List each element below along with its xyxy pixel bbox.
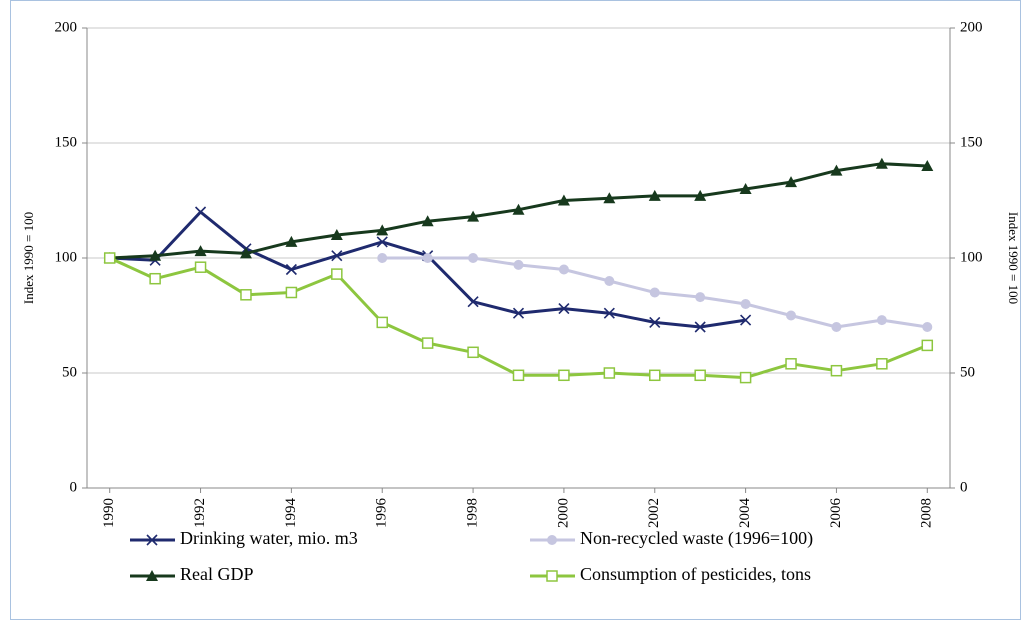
data-point <box>558 369 570 382</box>
data-point <box>285 235 298 247</box>
data-point <box>649 369 661 382</box>
data-point <box>376 224 389 236</box>
data-point <box>331 250 343 262</box>
data-point <box>376 236 388 248</box>
data-point <box>377 253 388 263</box>
y-tick-label: 0 <box>70 479 78 495</box>
data-point <box>830 364 843 377</box>
data-point <box>739 183 752 194</box>
data-point <box>604 276 615 286</box>
data-point <box>740 314 752 326</box>
data-point <box>785 358 797 370</box>
data-point <box>330 229 343 240</box>
y2-tick-label: 0 <box>960 479 968 495</box>
data-point <box>603 367 616 379</box>
frame <box>10 0 1021 620</box>
legend-marker <box>547 535 557 545</box>
data-point <box>194 206 207 218</box>
x-tick-label: 1994 <box>283 498 299 529</box>
data-point <box>467 210 480 222</box>
y-tick-label: 100 <box>55 249 78 265</box>
x-tick-label: 2008 <box>919 498 935 528</box>
data-point <box>831 322 842 332</box>
data-point <box>512 203 525 215</box>
data-point <box>331 268 343 280</box>
legend-marker <box>146 534 158 546</box>
data-point <box>922 322 933 332</box>
data-point <box>830 164 843 176</box>
x-tick-label: 2004 <box>737 498 753 529</box>
x-tick-label: 1992 <box>192 498 208 528</box>
data-point <box>467 296 479 308</box>
data-point <box>149 249 162 261</box>
x-tick-label: 2002 <box>646 498 662 528</box>
data-point <box>876 358 888 370</box>
data-point <box>512 307 525 319</box>
data-point <box>648 189 661 201</box>
data-point <box>786 310 797 321</box>
legend-label: Drinking water, mio. m3 <box>180 528 358 548</box>
data-point <box>421 337 434 349</box>
data-point <box>285 263 297 276</box>
data-point <box>512 369 525 382</box>
x-tick-label: 1998 <box>465 498 481 528</box>
data-point <box>558 264 569 275</box>
legend-label: Real GDP <box>180 564 254 584</box>
y2-tick-label: 200 <box>960 19 983 35</box>
data-point <box>694 369 706 382</box>
data-point <box>695 292 706 303</box>
data-point <box>740 299 751 309</box>
data-point <box>875 157 888 169</box>
y2-tick-label: 150 <box>960 134 983 150</box>
data-point <box>603 192 616 204</box>
data-point <box>240 289 252 301</box>
data-point <box>285 286 298 299</box>
data-point <box>649 316 661 328</box>
data-point <box>739 371 752 384</box>
data-point <box>513 259 524 270</box>
y2-tick-label: 100 <box>960 249 983 265</box>
data-point <box>468 253 479 263</box>
y-tick-label: 200 <box>55 19 78 35</box>
x-tick-label: 1990 <box>101 498 117 528</box>
data-point <box>467 346 479 359</box>
x-tick-label: 2006 <box>828 498 844 529</box>
y-axis-title: Index 1990 = 100 <box>21 212 36 304</box>
data-point <box>921 339 934 352</box>
y-tick-label: 50 <box>62 364 77 380</box>
data-point <box>785 176 798 188</box>
legend-label: Non-recycled waste (1996=100) <box>580 528 813 549</box>
y2-axis-title: Index 1990 = 100 <box>1006 212 1021 304</box>
legend-label: Consumption of pesticides, tons <box>580 564 811 584</box>
data-point <box>921 160 934 171</box>
data-point <box>694 321 706 333</box>
legend-marker <box>546 570 558 582</box>
data-point <box>649 287 660 298</box>
data-point <box>557 194 570 206</box>
legend-marker <box>146 570 158 581</box>
data-point <box>421 215 434 227</box>
data-point <box>103 252 116 264</box>
data-point <box>239 247 252 259</box>
data-point <box>376 316 388 329</box>
data-point <box>194 245 207 257</box>
data-point <box>422 253 433 263</box>
y2-tick-label: 50 <box>960 364 975 380</box>
data-point <box>876 315 887 326</box>
data-point <box>194 261 207 273</box>
data-point <box>694 189 707 201</box>
data-point <box>603 307 615 319</box>
x-tick-label: 2000 <box>555 498 571 528</box>
data-point <box>558 303 570 315</box>
x-tick-label: 1996 <box>374 498 390 529</box>
y-tick-label: 150 <box>55 134 78 150</box>
data-point <box>149 272 161 285</box>
